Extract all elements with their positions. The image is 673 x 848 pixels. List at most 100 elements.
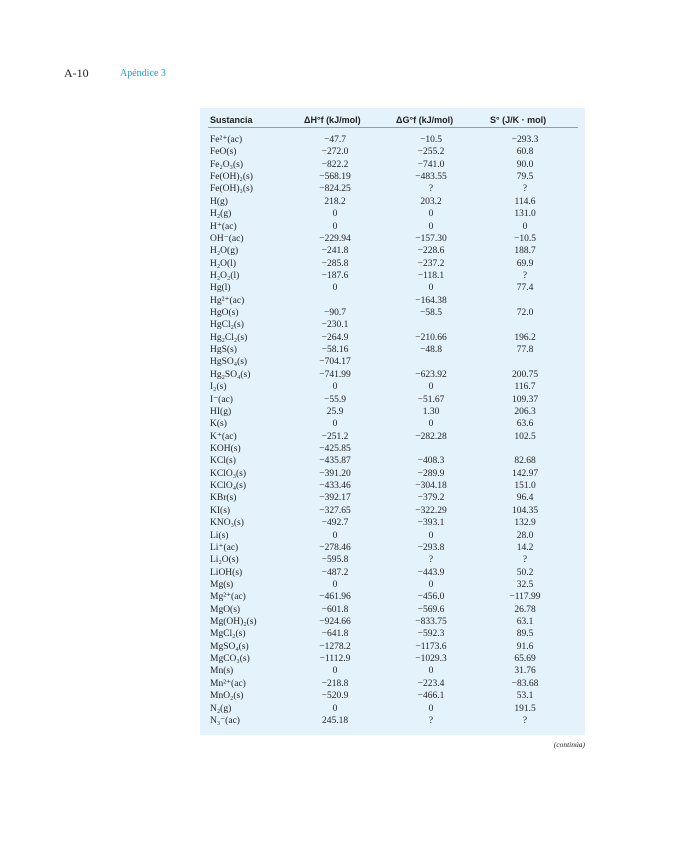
cell-gibbs: −322.29 — [415, 505, 447, 516]
cell-entropy: 196.2 — [514, 332, 536, 343]
cell-enthalpy: 0 — [332, 666, 338, 677]
cell-entropy: 72.0 — [516, 308, 534, 319]
cell-gibbs: −833.75 — [415, 617, 447, 628]
table-row: KCl(s) −435.87 −408.3 82.68 — [200, 455, 585, 467]
table-row: HgO(s) −90.7 −58.5 72.0 — [200, 307, 585, 319]
cell-substance: KOH(s) — [210, 444, 241, 454]
table-row: Mg(OH)₂(s) −924.66 −833.75 63.1 — [200, 616, 585, 628]
cell-enthalpy: −595.8 — [321, 555, 349, 566]
table-row: N₃⁻(ac) 245.18?? — [200, 715, 585, 727]
cell-enthalpy: 0 — [332, 221, 338, 232]
cell-gibbs: −623.92 — [415, 369, 447, 380]
table-row: KClO₃(s) −391.20 −289.9 142.97 — [200, 468, 585, 480]
table-row: H⁺(ac) 0 0 0 — [200, 221, 585, 233]
cell-substance: KClO₄(s) — [210, 481, 247, 492]
cell-substance: Fe(OH)₂(s) — [210, 172, 253, 183]
cell-gibbs: 203.2 — [420, 196, 442, 207]
cell-substance: MgSO₄(s) — [210, 641, 249, 652]
header-gibbs: ΔG°f (kJ/mol) — [396, 115, 454, 125]
table-row: HI(g) 25.9 1.30 206.3 — [200, 406, 585, 418]
cell-gibbs: −456.0 — [417, 592, 445, 603]
cell-entropy: 96.4 — [516, 493, 534, 504]
cell-gibbs: −51.67 — [417, 394, 445, 405]
table-row: H₂(g) 0 0 131.0 — [200, 208, 585, 220]
cell-entropy: 31.76 — [514, 666, 536, 677]
cell-entropy: 142.97 — [511, 468, 539, 479]
cell-substance: Li₂O(s) — [210, 555, 239, 566]
cell-gibbs: −164.38 — [415, 295, 447, 306]
cell-enthalpy: −1112.9 — [319, 654, 351, 665]
cell-gibbs: 0 — [428, 221, 434, 232]
table-row: Li⁺(ac) −278.46 −293.8 14.2 — [200, 542, 585, 554]
table-row: MgO(s) −601.8 −569.6 26.78 — [200, 604, 585, 616]
cell-enthalpy: 0 — [332, 283, 338, 294]
cell-substance: LiOH(s) — [210, 567, 243, 578]
cell-gibbs: 1.30 — [422, 406, 440, 417]
cell-substance: HgCl₂(s) — [210, 320, 244, 331]
table-row: HgCl₂(s) −230.1 — [200, 319, 585, 331]
cell-gibbs: −304.18 — [415, 481, 447, 492]
cell-substance: Mn(s) — [210, 666, 234, 677]
cell-enthalpy: −241.8 — [321, 246, 349, 257]
table-row: Mn(s) 0 0 31.76 — [200, 665, 585, 677]
cell-entropy: 26.78 — [514, 604, 536, 615]
cell-enthalpy: 25.9 — [326, 406, 344, 417]
cell-substance: KBr(s) — [210, 493, 237, 504]
cell-enthalpy: −264.9 — [321, 332, 349, 343]
cell-substance: MnO₂(s) — [210, 691, 244, 702]
cell-enthalpy: 218.2 — [324, 196, 346, 207]
header-enthalpy: ΔH°f (kJ/mol) — [304, 115, 361, 125]
table-row: Fe(OH)₂(s) −568.19 −483.55 79.5 — [200, 171, 585, 183]
cell-entropy: 104.35 — [511, 505, 539, 516]
cell-substance: Hg²⁺(ac) — [210, 295, 245, 306]
cell-substance: HgSO₄(s) — [210, 357, 248, 368]
cell-enthalpy: 0 — [332, 703, 338, 714]
cell-gibbs: −255.2 — [417, 147, 445, 158]
cell-entropy: 90.0 — [516, 159, 534, 170]
cell-enthalpy: −601.8 — [321, 604, 349, 615]
table-row: H₂O₂(l) −187.6 −118.1? — [200, 270, 585, 282]
cell-enthalpy: −251.2 — [321, 431, 349, 442]
cell-enthalpy: −229.94 — [319, 233, 351, 244]
cell-gibbs: −393.1 — [417, 518, 445, 529]
cell-substance: N₃⁻(ac) — [210, 715, 240, 726]
cell-entropy: 82.68 — [514, 456, 536, 467]
cell-substance: Mg(s) — [210, 579, 234, 590]
cell-entropy: 0 — [522, 221, 528, 232]
cell-enthalpy: 0 — [332, 382, 338, 393]
cell-entropy: 151.0 — [514, 481, 536, 492]
cell-gibbs: −741.0 — [417, 159, 445, 170]
cell-substance: H(g) — [210, 196, 228, 207]
table-row: OH⁻(ac) −229.94 −157.30 −10.5 — [200, 233, 585, 245]
cell-gibbs: −157.30 — [415, 233, 447, 244]
cell-enthalpy: 0 — [332, 579, 338, 590]
cell-entropy: 191.5 — [514, 703, 536, 714]
cell-entropy: 77.8 — [516, 345, 534, 356]
cell-enthalpy: −924.66 — [319, 617, 351, 628]
table-row: Hg₂SO₄(s) −741.99 −623.92 200.75 — [200, 369, 585, 381]
cell-gibbs: −223.4 — [417, 678, 445, 689]
table-row: HgS(s) −58.16 −48.8 77.8 — [200, 344, 585, 356]
cell-gibbs: −379.2 — [417, 493, 445, 504]
cell-gibbs: ? — [428, 184, 434, 195]
table-row: Li₂O(s) −595.8?? — [200, 554, 585, 566]
cell-enthalpy: −741.99 — [319, 369, 351, 380]
cell-entropy: 91.6 — [516, 641, 534, 652]
cell-entropy: 206.3 — [514, 406, 536, 417]
cell-enthalpy: −435.87 — [319, 456, 351, 467]
cell-gibbs: −48.8 — [420, 345, 442, 356]
cell-enthalpy: 245.18 — [321, 715, 349, 726]
table-row: MgCl₂(s) −641.8 −592.3 89.5 — [200, 628, 585, 640]
cell-entropy: 65.69 — [514, 654, 536, 665]
table-row: Hg(l) 0 0 77.4 — [200, 282, 585, 294]
cell-substance: Fe²⁺(ac) — [210, 135, 243, 145]
cell-entropy: ? — [522, 184, 528, 195]
cell-gibbs: −10.5 — [420, 135, 442, 145]
cell-entropy: −117.99 — [509, 592, 541, 603]
cell-entropy: 188.7 — [514, 246, 536, 257]
cell-enthalpy: −568.19 — [319, 172, 351, 183]
cell-entropy: 116.7 — [514, 382, 536, 393]
cell-substance: HgS(s) — [210, 345, 237, 356]
table-row: HgSO₄(s) −704.17 — [200, 356, 585, 368]
